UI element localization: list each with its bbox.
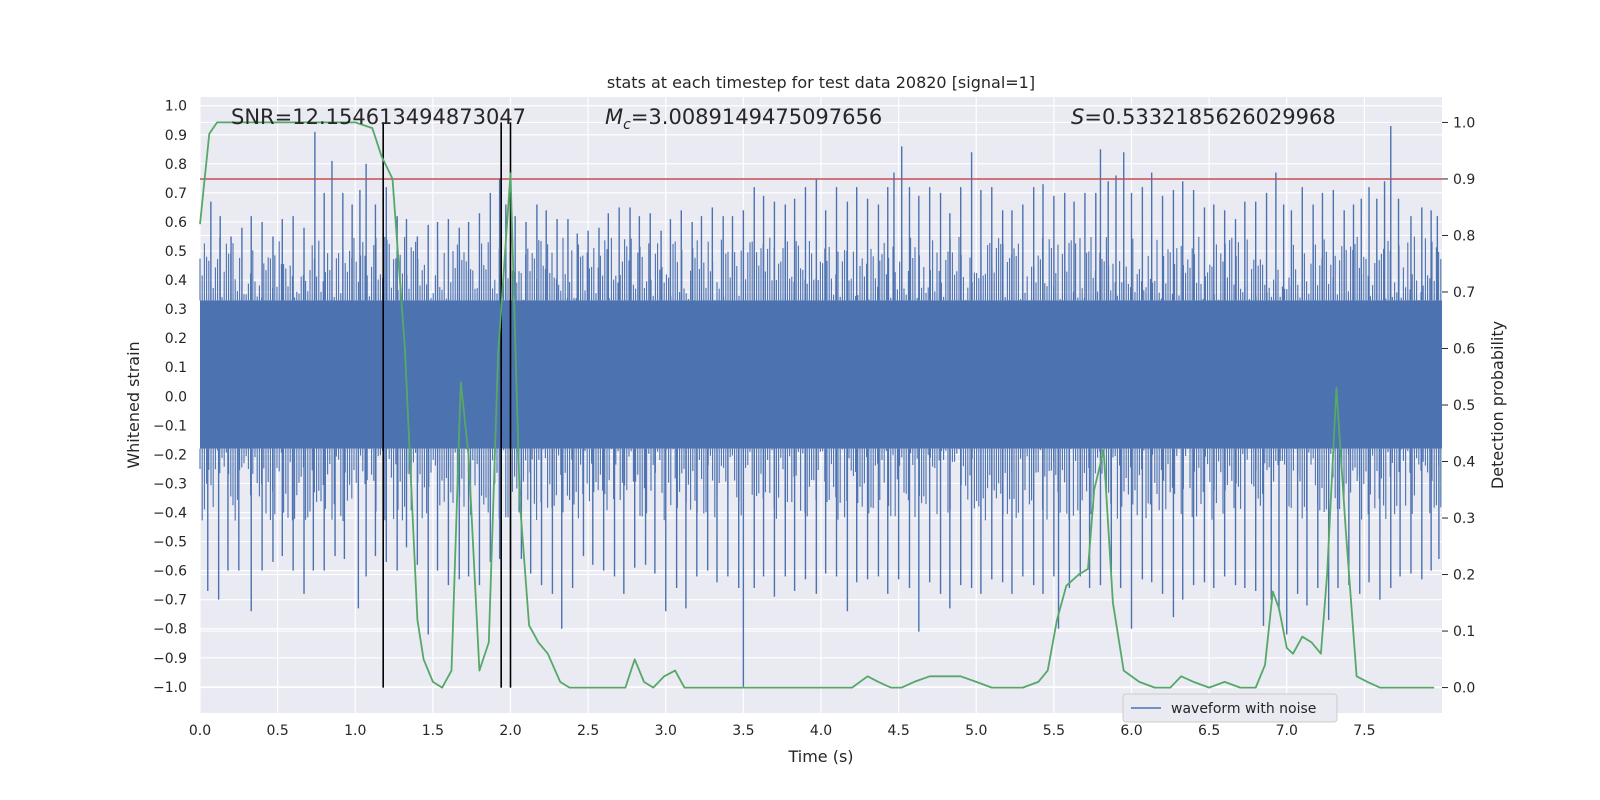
x-tick-label: 7.0 (1276, 723, 1298, 739)
snr-annotation: SNR=12.154613494873047 (231, 105, 526, 129)
waveform-dense-band (200, 300, 1442, 449)
y2-tick-label: 0.2 (1453, 568, 1475, 584)
y-tick-label: 0.1 (165, 360, 187, 376)
s-annotation: S=0.5332185626029968 (1071, 105, 1336, 129)
y-tick-label: 0.6 (165, 215, 187, 231)
chirp-mass-value: =3.0089149475097656 (631, 105, 882, 129)
waveform-layer (199, 126, 1442, 687)
y-tick-label: 0.8 (165, 157, 187, 173)
x-tick-label: 5.5 (1043, 723, 1065, 739)
y-tick-label: −0.7 (153, 593, 187, 609)
vertical-marker-layer (382, 122, 512, 688)
x-tick-label: 0.5 (266, 723, 288, 739)
y-tick-label: −0.4 (153, 506, 187, 522)
y-tick-label: −0.3 (153, 476, 187, 492)
s-value: =0.5332185626029968 (1084, 105, 1335, 129)
x-tick-label: 3.0 (655, 723, 677, 739)
legend-box (1122, 693, 1338, 723)
chirp-mass-symbol: M (605, 105, 623, 129)
y2-tick-label: 0.5 (1453, 398, 1475, 414)
y-tick-label: 0.3 (165, 302, 187, 318)
y-tick-label: −0.9 (153, 651, 187, 667)
y-tick-label: −1.0 (153, 680, 187, 696)
legend: waveform with noise (1122, 693, 1338, 723)
x-tick-label: 7.5 (1353, 723, 1375, 739)
y-tick-label: −0.5 (153, 535, 187, 551)
y2-tick-label: 0.6 (1453, 341, 1475, 357)
chart-title: stats at each timestep for test data 208… (607, 73, 1035, 92)
chirp-mass-subscript: c (623, 117, 631, 133)
detection-layer (199, 121, 1435, 689)
y2-tick-label: 0.3 (1453, 511, 1475, 527)
y-tick-label: −0.1 (153, 418, 187, 434)
x-tick-label: 6.5 (1198, 723, 1220, 739)
y-tick-label: 0.0 (165, 389, 187, 405)
y-tick-label: 0.7 (165, 186, 187, 202)
y2-tick-label: 0.4 (1453, 455, 1475, 471)
y-tick-label: 0.4 (165, 273, 187, 289)
x-tick-label: 5.0 (965, 723, 987, 739)
x-tick-label: 6.0 (1120, 723, 1142, 739)
y-axis-label: Whitened strain (124, 341, 143, 468)
x-axis-label: Time (s) (787, 747, 853, 766)
y-tick-label: −0.2 (153, 447, 187, 463)
y-tick-label: 0.2 (165, 331, 187, 347)
y-tick-label: 0.9 (165, 128, 187, 144)
y2-tick-label: 0.1 (1453, 624, 1475, 640)
legend-label-waveform: waveform with noise (1171, 701, 1316, 717)
x-tick-label: 0.0 (189, 723, 211, 739)
y2-tick-label: 0.0 (1453, 681, 1475, 697)
y-tick-label: 1.0 (165, 99, 187, 115)
detection-probability-line (199, 121, 1435, 689)
x-tick-label: 2.5 (577, 723, 599, 739)
y2-tick-label: 0.9 (1453, 172, 1475, 188)
x-tick-label: 4.0 (810, 723, 832, 739)
chirp-mass-annotation: Mc=3.0089149475097656 (605, 105, 882, 133)
x-tick-label: 1.0 (344, 723, 366, 739)
y2-tick-label: 1.0 (1453, 115, 1475, 131)
x-tick-label: 1.5 (422, 723, 444, 739)
tick-label-layer: 0.0 0.5 1.0 1.5 2.0 2.5 3.0 3.5 4.0 4.5 5.0 5.5 6.0 6… (153, 99, 1475, 739)
s-symbol: S (1071, 105, 1084, 129)
y2-axis-label: Detection probability (1488, 321, 1507, 489)
y-tick-label: 0.5 (165, 244, 187, 260)
y2-tick-label: 0.7 (1453, 285, 1475, 301)
y-tick-label: −0.6 (153, 564, 187, 580)
x-tick-label: 4.5 (887, 723, 909, 739)
y2-tick-label: 0.8 (1453, 228, 1475, 244)
y-tick-label: −0.8 (153, 622, 187, 638)
x-tick-label: 3.5 (732, 723, 754, 739)
x-tick-label: 2.0 (499, 723, 521, 739)
